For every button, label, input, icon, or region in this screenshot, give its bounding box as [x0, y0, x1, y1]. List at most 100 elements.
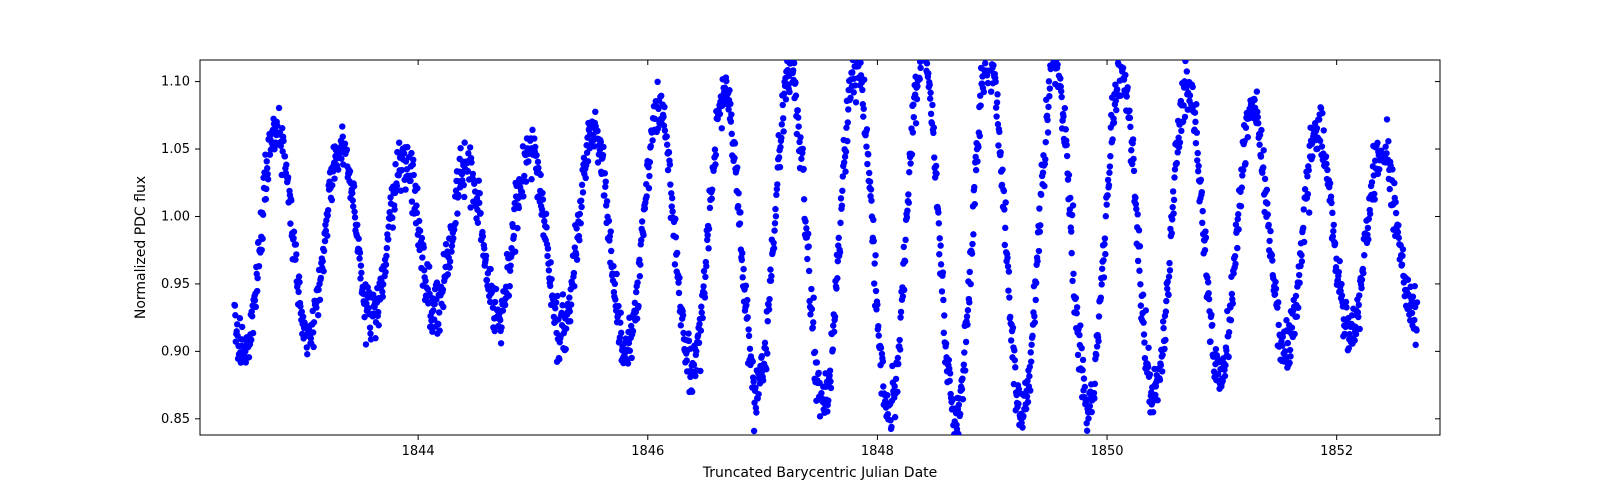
data-point	[1222, 373, 1228, 379]
data-point	[669, 195, 675, 201]
data-point	[642, 205, 648, 211]
data-point	[365, 305, 371, 311]
data-point	[1265, 211, 1271, 217]
data-point	[767, 266, 773, 272]
data-point	[778, 135, 784, 141]
data-point	[476, 200, 482, 206]
data-point	[922, 39, 928, 45]
data-point	[355, 236, 361, 242]
data-point	[646, 173, 652, 179]
data-point	[560, 291, 566, 297]
data-point	[1411, 317, 1417, 323]
data-point	[1102, 251, 1108, 257]
data-point	[1209, 322, 1215, 328]
data-point	[830, 322, 836, 328]
data-point	[1055, 53, 1061, 59]
data-point	[1015, 401, 1021, 407]
data-point	[1019, 424, 1025, 430]
data-point	[1012, 357, 1018, 363]
data-point	[1044, 117, 1050, 123]
data-point	[1279, 342, 1285, 348]
data-point	[1355, 314, 1361, 320]
data-point	[836, 235, 842, 241]
data-point	[539, 190, 545, 196]
data-point	[571, 270, 577, 276]
data-point	[689, 389, 695, 395]
data-point	[880, 358, 886, 364]
data-point	[556, 356, 562, 362]
data-point	[1026, 373, 1032, 379]
data-point	[1287, 353, 1293, 359]
data-point	[914, 96, 920, 102]
data-point	[965, 307, 971, 313]
data-point	[937, 235, 943, 241]
data-point	[893, 376, 899, 382]
data-point	[562, 346, 568, 352]
data-point	[416, 218, 422, 224]
data-point	[814, 359, 820, 365]
data-point	[1276, 322, 1282, 328]
data-point	[964, 321, 970, 327]
data-point	[1005, 287, 1011, 293]
data-point	[713, 152, 719, 158]
data-point	[762, 340, 768, 346]
data-point	[915, 45, 921, 51]
data-point	[815, 370, 821, 376]
data-point	[1056, 30, 1062, 36]
data-point	[676, 275, 682, 281]
data-point	[894, 389, 900, 395]
data-point	[876, 332, 882, 338]
data-point	[941, 312, 947, 318]
data-point	[739, 257, 745, 263]
data-point	[497, 317, 503, 323]
data-point	[728, 118, 734, 124]
x-tick-label: 1848	[861, 444, 894, 459]
data-point	[1327, 180, 1333, 186]
data-point	[375, 322, 381, 328]
data-point	[1192, 119, 1198, 125]
data-point	[947, 378, 953, 384]
data-point	[606, 218, 612, 224]
data-point	[1140, 292, 1146, 298]
data-point	[824, 408, 830, 414]
data-point	[1264, 187, 1270, 193]
data-point	[1170, 188, 1176, 194]
data-point	[1046, 78, 1052, 84]
data-point	[864, 126, 870, 132]
data-point	[698, 327, 704, 333]
data-point	[703, 263, 709, 269]
data-point	[422, 278, 428, 284]
data-point	[523, 178, 529, 184]
y-tick-label: 1.10	[161, 75, 190, 90]
data-point	[838, 195, 844, 201]
data-point	[1169, 216, 1175, 222]
data-point	[907, 160, 913, 166]
data-point	[905, 191, 911, 197]
data-point	[1028, 358, 1034, 364]
data-point	[729, 131, 735, 137]
data-point	[800, 146, 806, 152]
data-point	[1306, 209, 1312, 215]
data-point	[1045, 129, 1051, 135]
data-point	[1174, 160, 1180, 166]
data-point	[608, 248, 614, 254]
data-point	[1127, 124, 1133, 130]
data-point	[1190, 84, 1196, 90]
data-point	[402, 186, 408, 192]
data-point	[318, 275, 324, 281]
data-point	[647, 159, 653, 165]
data-point	[1062, 105, 1068, 111]
data-point	[1160, 318, 1166, 324]
data-point	[1336, 269, 1342, 275]
data-point	[900, 293, 906, 299]
data-point	[1367, 211, 1373, 217]
data-point	[445, 271, 451, 277]
data-point	[664, 133, 670, 139]
data-point	[580, 189, 586, 195]
data-point	[544, 253, 550, 259]
data-point	[1082, 384, 1088, 390]
data-point	[357, 250, 363, 256]
data-point	[1356, 292, 1362, 298]
data-point	[1127, 115, 1133, 121]
data-point	[1365, 225, 1371, 231]
